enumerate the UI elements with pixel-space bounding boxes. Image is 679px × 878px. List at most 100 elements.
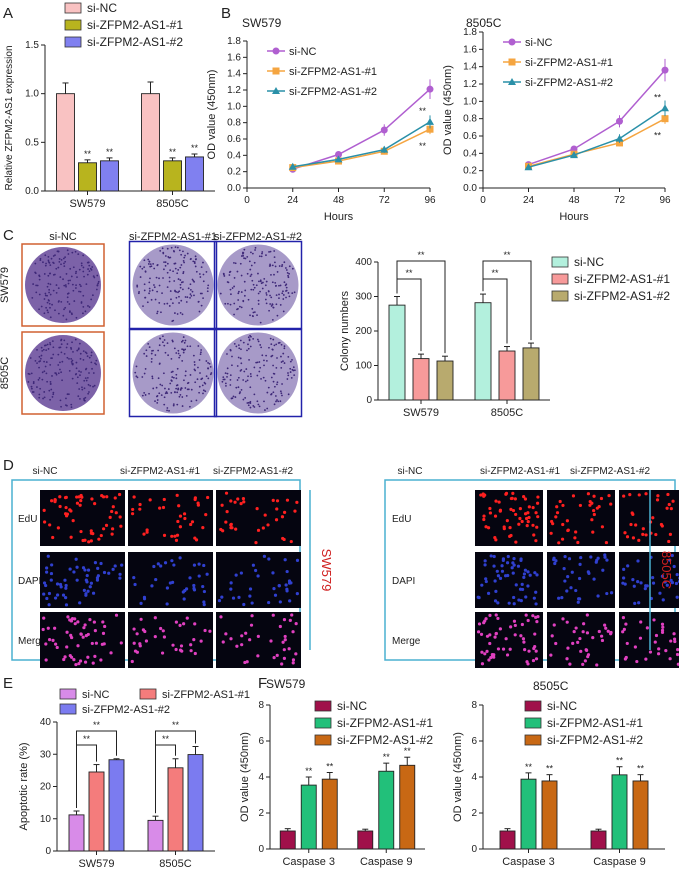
edu-column-label: si-ZFPM2-AS1-#2 — [570, 466, 650, 477]
nucleus — [72, 570, 76, 574]
nucleus — [202, 563, 206, 568]
micrograph — [128, 612, 213, 668]
colony-dot — [52, 289, 55, 292]
colony-dot — [258, 405, 261, 408]
colony-dot — [152, 387, 155, 390]
colony-dot — [40, 346, 43, 349]
nucleus — [526, 662, 530, 666]
nucleus — [278, 624, 282, 629]
nucleus — [85, 573, 89, 578]
colony-dot — [163, 268, 165, 271]
colony-dot — [280, 343, 283, 346]
nucleus — [557, 596, 561, 600]
bar — [187, 754, 204, 852]
nucleus — [45, 570, 49, 574]
colony-dot — [270, 392, 273, 395]
colony-dot — [233, 261, 235, 264]
nucleus — [670, 581, 675, 585]
colony-dot — [38, 308, 40, 311]
colony-dot — [43, 360, 45, 363]
colony-dot — [44, 292, 47, 295]
nucleus — [272, 587, 276, 591]
colony-dot — [287, 393, 290, 396]
nucleus — [133, 582, 137, 587]
colony-dot — [38, 393, 41, 396]
colony-dot — [229, 288, 232, 291]
colony-dot — [83, 399, 86, 402]
colony-dot — [276, 381, 279, 384]
colony-dot — [177, 388, 179, 391]
colony-dot — [49, 381, 52, 383]
nucleus — [669, 507, 673, 511]
colony-dot — [183, 256, 186, 259]
colony-dot — [146, 301, 149, 304]
nucleus — [87, 540, 91, 544]
colony-dot — [247, 347, 250, 350]
nucleus — [105, 495, 109, 499]
colony-dot — [200, 378, 203, 381]
legend-label: si-ZFPM2-AS1-#1 — [289, 66, 377, 78]
nucleus — [283, 634, 287, 639]
nucleus — [595, 663, 599, 667]
colony-dot — [181, 360, 184, 362]
colony-dot — [52, 346, 55, 349]
colony-dot — [47, 259, 50, 262]
significance-bracket — [482, 260, 532, 341]
marker-triangle — [524, 163, 533, 171]
colony-dot — [243, 257, 245, 260]
colony-dot — [141, 267, 144, 270]
colony-dot — [250, 375, 252, 378]
colony-dot — [68, 369, 71, 372]
colony-dot — [95, 363, 98, 366]
nucleus — [58, 504, 62, 509]
colony-dot — [200, 351, 202, 354]
colony-dot — [202, 261, 204, 264]
nucleus — [494, 589, 498, 593]
y-tick-label: 300 — [355, 292, 372, 303]
colony-dot — [166, 302, 169, 305]
nucleus — [245, 660, 249, 664]
colony-dot — [49, 382, 52, 385]
nucleus — [97, 537, 101, 541]
colony-dot — [190, 294, 193, 297]
colony-dot — [87, 383, 90, 386]
colony-dot — [243, 370, 246, 373]
colony-dot — [192, 354, 195, 357]
nucleus — [242, 500, 246, 504]
nucleus — [508, 525, 512, 530]
colony-dot — [276, 314, 279, 317]
nucleus — [565, 519, 569, 523]
nucleus — [93, 501, 97, 506]
colony-dot — [193, 294, 195, 297]
colony-dot — [61, 379, 63, 382]
nucleus — [91, 591, 96, 595]
edu-row-label: EdU — [392, 514, 411, 525]
colony-dot — [46, 301, 49, 304]
colony-dot — [184, 374, 187, 377]
nucleus — [229, 581, 233, 585]
colony-dot — [238, 347, 241, 350]
colony-dot — [148, 260, 151, 263]
colony-dot — [66, 301, 69, 303]
nucleus — [487, 658, 491, 662]
nucleus — [49, 578, 53, 582]
colony-dot — [173, 262, 176, 265]
colony-dot — [267, 290, 270, 292]
colony-dot — [96, 274, 99, 277]
colony-dot — [57, 250, 60, 253]
marker-circle — [335, 151, 342, 159]
nucleus — [192, 563, 197, 567]
colony-dot — [163, 344, 166, 347]
nucleus — [275, 507, 279, 511]
colony-dot — [60, 351, 63, 354]
edu-row-label: DAPI — [392, 576, 415, 587]
nucleus — [668, 558, 672, 562]
significance-label: ** — [654, 92, 662, 102]
nucleus — [82, 626, 86, 630]
nucleus — [493, 599, 498, 603]
nucleus — [93, 561, 98, 565]
significance-label: ** — [654, 131, 662, 141]
nucleus — [533, 644, 537, 649]
nucleus — [518, 507, 522, 511]
nucleus — [512, 595, 516, 600]
